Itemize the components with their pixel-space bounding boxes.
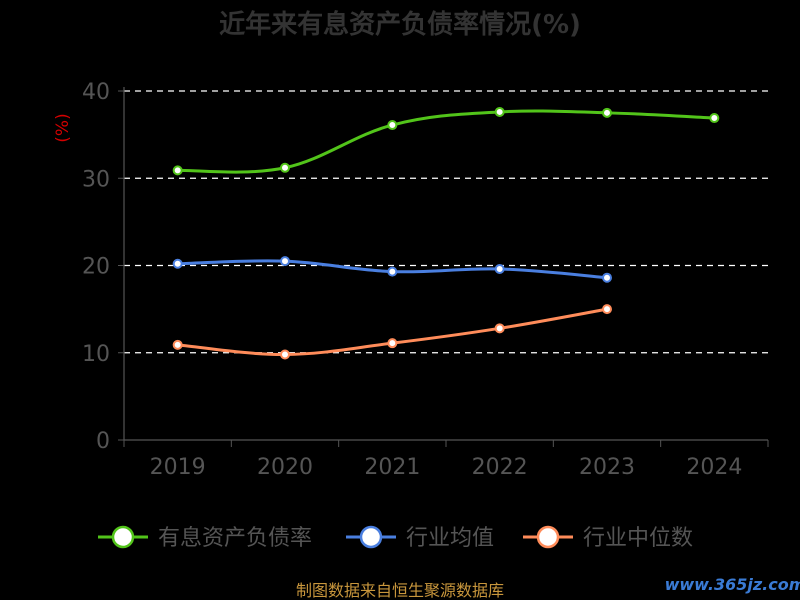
- legend: 有息资产负债率 行业均值 行业中位数: [98, 525, 693, 551]
- legend-label-2: 行业中位数: [583, 526, 693, 551]
- y-tick-label-30: 30: [82, 167, 110, 192]
- data-point-0-2020: [280, 162, 290, 173]
- legend-label-0: 有息资产负债率: [158, 526, 312, 551]
- data-point-0-2021: [387, 120, 398, 131]
- data-point-2-2021: [387, 338, 398, 349]
- grid-lines: [124, 90, 768, 354]
- legend-item-2: 行业中位数: [523, 525, 693, 551]
- data-point-0-2019: [172, 165, 183, 176]
- x-tick-label-2020: 2020: [257, 455, 313, 480]
- x-tick-label-2021: 2021: [364, 455, 420, 480]
- legend-swatch-marker-2: [536, 525, 560, 549]
- legend-swatch-marker-0: [111, 525, 135, 549]
- series-layer: [172, 106, 720, 360]
- x-tick-label-2024: 2024: [686, 455, 742, 480]
- series-line-0: [177, 109, 715, 174]
- y-tick-label-10: 10: [82, 342, 110, 367]
- data-point-1-2023: [602, 272, 612, 283]
- y-tick-label-20: 20: [82, 255, 110, 280]
- y-axis-unit: (%): [53, 113, 73, 142]
- y-tick-labels: 0 10 20 30 40: [82, 80, 110, 454]
- data-point-2-2022: [494, 323, 505, 334]
- legend-item-0: 有息资产负债率: [98, 525, 312, 551]
- x-tick-label-2019: 2019: [150, 455, 206, 480]
- legend-swatch-marker-1: [359, 525, 383, 549]
- chart-title: 近年来有息资产负债率情况(%): [219, 9, 581, 40]
- legend-label-1: 行业均值: [406, 526, 494, 551]
- series-2: [172, 304, 612, 360]
- y-tick-label-0: 0: [96, 429, 110, 454]
- x-tick-labels: 2019 2020 2021 2022 2023 2024: [150, 455, 743, 480]
- series-1: [172, 256, 612, 283]
- data-source-note: 制图数据来自恒生聚源数据库: [296, 581, 504, 600]
- x-tick-label-2023: 2023: [579, 455, 635, 480]
- axes: [118, 87, 769, 447]
- data-point-0-2022: [494, 106, 505, 117]
- data-point-1-2022: [494, 263, 505, 274]
- data-point-1-2020: [280, 256, 290, 267]
- data-point-1-2019: [172, 258, 183, 269]
- legend-item-1: 行业均值: [346, 525, 494, 551]
- data-point-2-2020: [280, 349, 290, 360]
- data-point-2-2023: [602, 304, 612, 315]
- data-point-1-2021: [387, 266, 398, 277]
- data-point-0-2023: [602, 107, 612, 118]
- watermark-logo: www.365jz.com: [665, 575, 800, 594]
- data-point-0-2024: [709, 113, 720, 124]
- series-0: [172, 106, 720, 176]
- y-tick-label-40: 40: [82, 80, 110, 105]
- data-point-2-2019: [172, 339, 183, 350]
- x-tick-label-2022: 2022: [472, 455, 528, 480]
